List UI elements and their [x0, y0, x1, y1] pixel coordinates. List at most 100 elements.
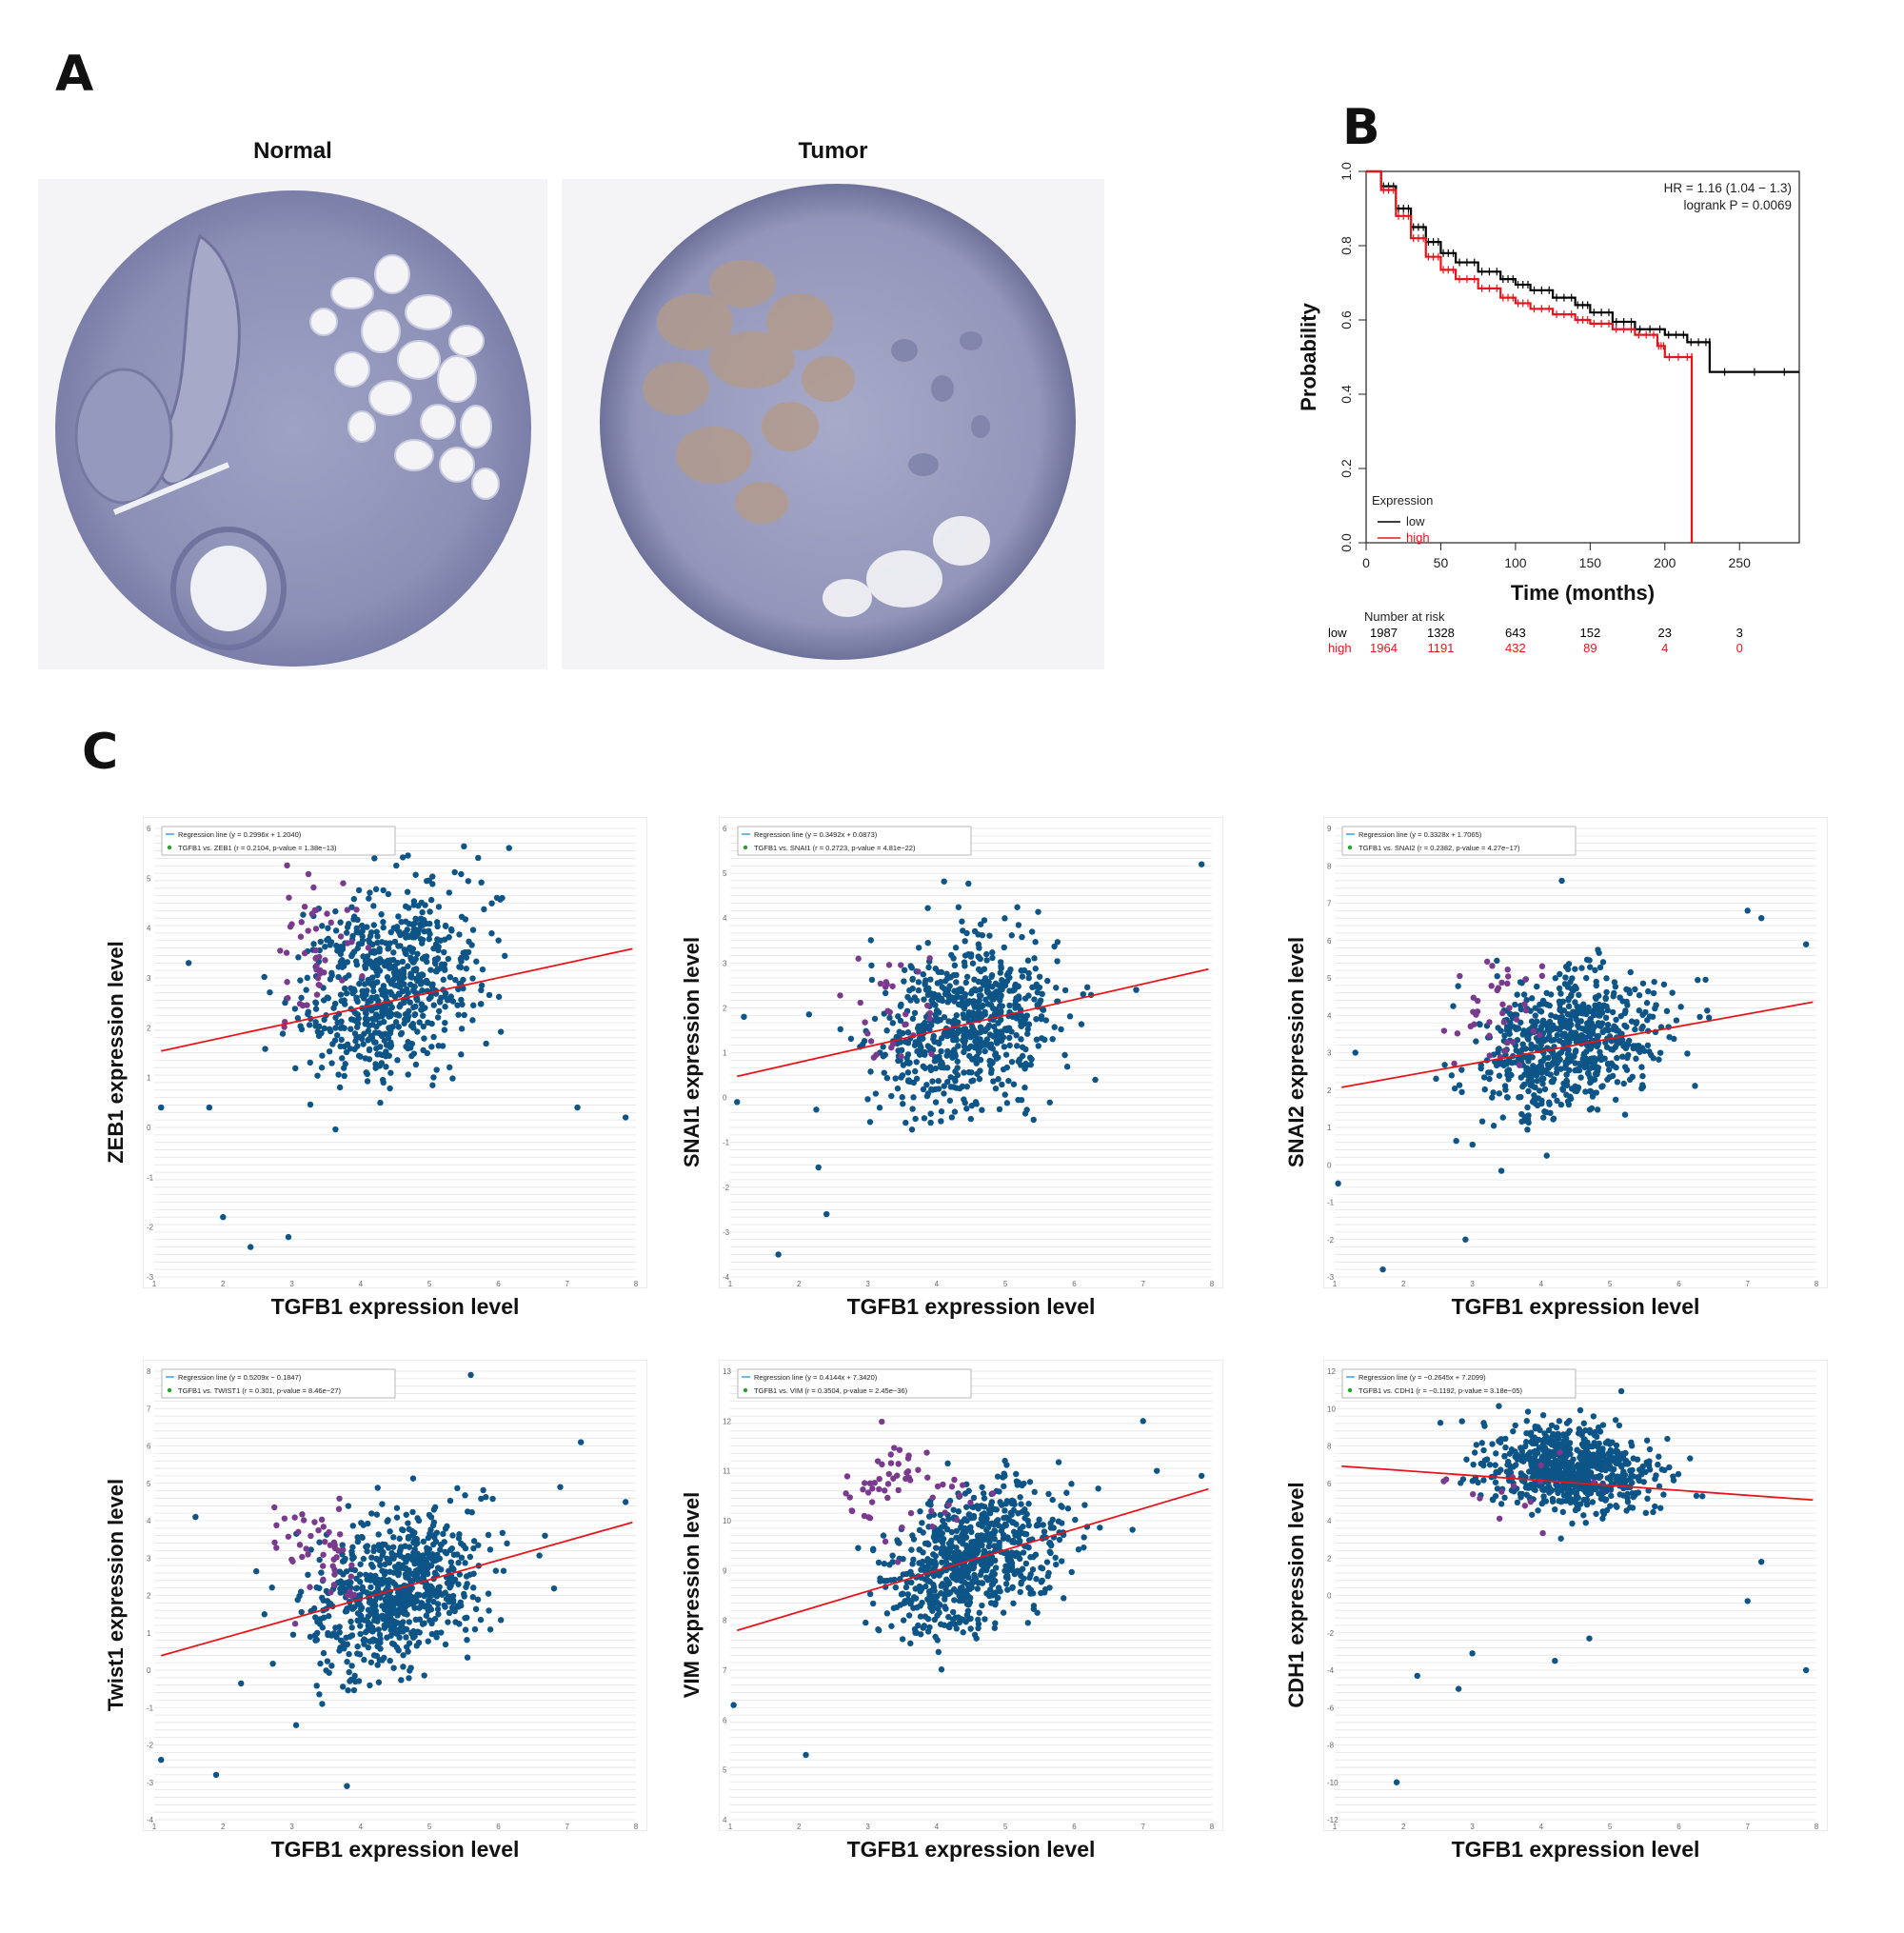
scatter-point [1534, 1018, 1540, 1025]
scatter-point [813, 1106, 820, 1113]
scatter-point [396, 1605, 404, 1612]
scatter-x-tick-label: 6 [1072, 1280, 1077, 1288]
scatter-point [311, 1632, 319, 1639]
scatter-point [446, 1064, 453, 1071]
scatter-point [1613, 1016, 1619, 1024]
scatter-point [944, 1460, 951, 1467]
scatter-point [446, 1546, 454, 1553]
scatter-point-highlight [940, 1481, 946, 1488]
scatter-point [409, 1634, 417, 1641]
scatter-point [454, 1485, 461, 1492]
scatter-point [480, 1486, 486, 1494]
scatter-point [987, 1002, 995, 1008]
scatter-point [320, 1597, 327, 1604]
scatter-point [901, 978, 907, 985]
scatter-point [339, 956, 346, 964]
scatter-point [1669, 989, 1676, 996]
scatter-point [403, 1511, 409, 1518]
scatter-point [434, 1014, 442, 1021]
scatter-point [1092, 1076, 1099, 1084]
scatter-point [953, 1588, 961, 1595]
scatter-point [1594, 1043, 1600, 1050]
scatter-legend-swatch-point [743, 1387, 748, 1393]
scatter-point-highlight [871, 1480, 878, 1486]
scatter-point [1592, 1005, 1599, 1012]
scatter-point [1656, 1453, 1662, 1460]
scatter-point [360, 1555, 367, 1563]
scatter-point [383, 1595, 389, 1603]
scatter-point [1004, 1573, 1011, 1580]
scatter-point [1140, 1418, 1146, 1425]
scatter-point [435, 1611, 442, 1618]
scatter-y-tick-label: 1 [723, 1049, 727, 1058]
scatter-point [929, 1607, 936, 1614]
scatter-point [469, 1594, 476, 1601]
scatter-point [319, 1052, 326, 1059]
scatter-point [989, 991, 996, 998]
scatter-point [337, 1589, 344, 1596]
scatter-point [426, 920, 433, 927]
scatter-point-highlight [882, 1487, 888, 1494]
scatter-point [1471, 1449, 1478, 1456]
scatter-point [399, 1526, 406, 1533]
scatter-point [368, 1554, 375, 1561]
scatter-point [435, 1043, 442, 1049]
scatter-point [927, 1119, 934, 1126]
scatter-point [1572, 1047, 1579, 1054]
scatter-x-tick-label: 3 [289, 1823, 294, 1831]
scatter-point [344, 1641, 350, 1647]
scatter-point [1546, 1099, 1553, 1106]
scatter-point [1518, 1046, 1526, 1053]
scatter-point [434, 923, 441, 930]
scatter-point [965, 880, 972, 887]
scatter-point [377, 1636, 384, 1643]
scatter-point [1017, 1569, 1023, 1576]
scatter-point [904, 1051, 912, 1058]
scatter-point [888, 1092, 895, 1100]
scatter-point [354, 1617, 361, 1624]
scatter-point [931, 1531, 938, 1538]
scatter-point [1008, 1500, 1016, 1507]
scatter-point [1462, 1236, 1469, 1243]
scatter-point [362, 1637, 368, 1644]
scatter-point [362, 962, 369, 969]
scatter-point [404, 888, 411, 895]
scatter-x-tick-label: 7 [565, 1280, 569, 1288]
scatter-point-highlight [283, 949, 290, 956]
scatter-point [1492, 1479, 1499, 1485]
scatter-point [317, 1660, 324, 1667]
scatter-point [455, 1604, 462, 1610]
scatter-point [863, 1619, 869, 1626]
scatter-point-highlight [1470, 1008, 1477, 1015]
scatter-point [880, 1053, 887, 1060]
scatter-point [341, 1025, 347, 1031]
scatter-point [1478, 1062, 1484, 1068]
scatter-point [445, 1619, 451, 1625]
scatter-point-highlight [340, 880, 347, 887]
scatter-point [485, 1531, 492, 1539]
scatter-point-highlight [321, 969, 327, 976]
scatter-point [321, 1025, 327, 1032]
scatter-point [574, 1104, 581, 1111]
scatter-point [413, 929, 420, 936]
scatter-point [1040, 1522, 1046, 1528]
scatter-point [1198, 861, 1205, 867]
scatter-point [1034, 989, 1041, 996]
scatter-point [420, 1569, 427, 1576]
scatter-point [1008, 1058, 1016, 1066]
scatter-point-highlight [898, 962, 904, 968]
scatter-point [339, 1684, 347, 1690]
scatter-point-highlight [929, 1494, 936, 1501]
scatter-y-tick-label: 2 [723, 1004, 727, 1012]
scatter-point [426, 935, 432, 943]
scatter-point [1525, 1087, 1532, 1095]
scatter-point-highlight [304, 1002, 310, 1008]
scatter-y-tick-label: 0 [1327, 1592, 1332, 1601]
scatter-point-highlight [1504, 1039, 1511, 1046]
scatter-y-tick-label: 3 [1327, 1049, 1332, 1058]
scatter-point [407, 999, 413, 1006]
scatter-point [379, 1551, 386, 1559]
scatter-point [1563, 1091, 1570, 1098]
scatter-point [1513, 1026, 1520, 1033]
scatter-point [1039, 1035, 1045, 1042]
